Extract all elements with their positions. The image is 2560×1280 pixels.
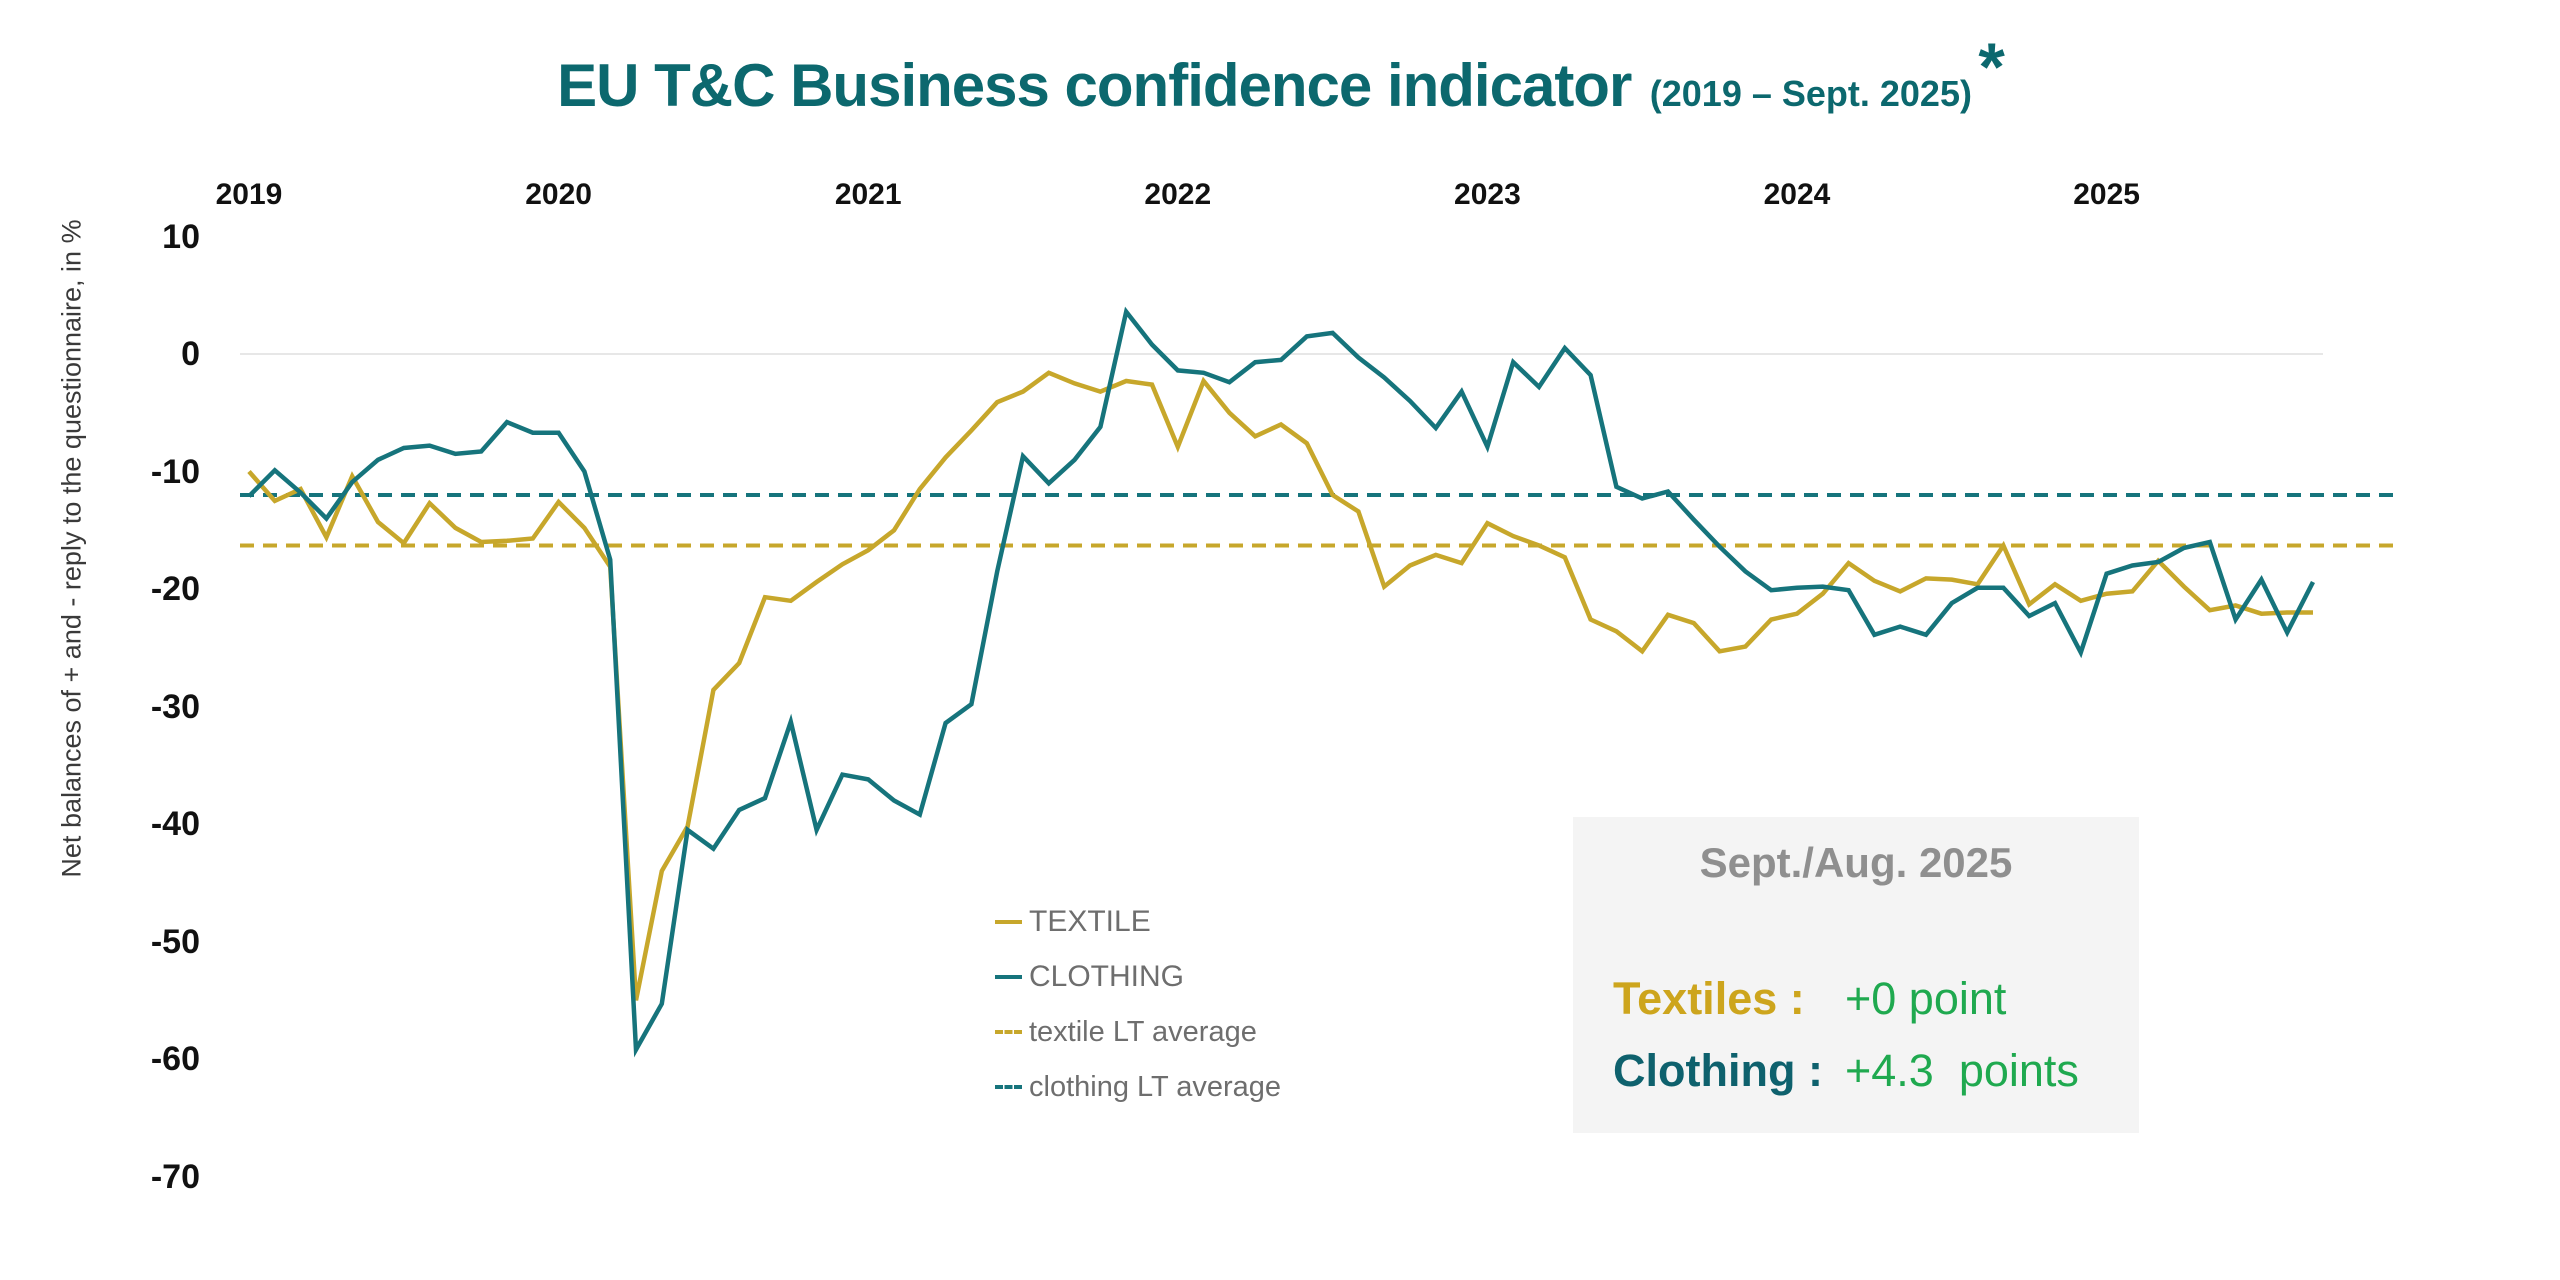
legend-item-clothing: CLOTHING [995,960,1281,994]
legend-item-textile-lt-average: textile LT average [995,1015,1281,1049]
y-tick-label: 10 [162,217,200,256]
title-period: (2019 – Sept. 2025) [1649,73,1972,114]
clothing-change-label: Clothing : [1613,1045,1823,1096]
year-label-2024: 2024 [1763,178,1831,211]
y-tick-label: 0 [181,335,200,373]
annotation-row-clothing: Clothing : +4.3 points [1613,1035,2079,1107]
year-label-2020: 2020 [525,178,592,211]
y-tick-label: -60 [150,1040,200,1078]
clothing-change-value: +4.3 points [1845,1045,2079,1096]
y-tick-label: -20 [150,570,200,608]
legend-label: clothing LT average [1029,1070,1282,1103]
y-tick-label: -10 [150,452,200,491]
legend-item-clothing-lt-average: clothing LT average [995,1070,1281,1104]
title-main: EU T&C Business confidence indicator [557,52,1632,119]
annotation-row-textiles: Textiles : +0 point [1613,963,2079,1035]
textile-line [247,370,2313,1001]
y-tick-label: -30 [150,687,200,726]
page-title: EU T&C Business confidence indicator (20… [0,29,2560,122]
clothing-line-swatch-icon [995,975,1022,979]
chart-legend: TEXTILE CLOTHING textile LT average clot… [995,905,1281,1125]
legend-label: textile LT average [1029,1015,1257,1048]
textiles-change-label: Textiles : [1613,973,1805,1024]
annotation-title: Sept./Aug. 2025 [1699,839,2013,886]
month-change-annotation-box: Sept./Aug. 2025 Textiles : +0 point Clot… [1573,817,2139,1133]
clothing-lt-average-swatch-icon [995,1085,1022,1089]
year-label-2022: 2022 [1144,178,1212,211]
textiles-change-value: +0 point [1845,973,2007,1024]
clothing-line [247,306,2316,1058]
y-tick-label: -50 [150,922,200,961]
legend-label: CLOTHING [1029,960,1185,993]
annotation-rows: Textiles : +0 point Clothing : +4.3 poin… [1613,963,2079,1107]
year-label-2025: 2025 [2073,178,2140,211]
year-label-2023: 2023 [1454,178,1521,211]
textile-lt-average-swatch-icon [995,1030,1022,1034]
title-asterisk: * [1978,29,2005,105]
year-label-2021: 2021 [834,178,902,211]
legend-item-textile: TEXTILE [995,905,1281,939]
year-label-2019: 2019 [215,178,283,211]
y-tick-label: -40 [150,805,200,843]
textile-line-swatch-icon [995,920,1022,924]
y-tick-label: -70 [150,1157,200,1196]
legend-label: TEXTILE [1029,905,1151,938]
